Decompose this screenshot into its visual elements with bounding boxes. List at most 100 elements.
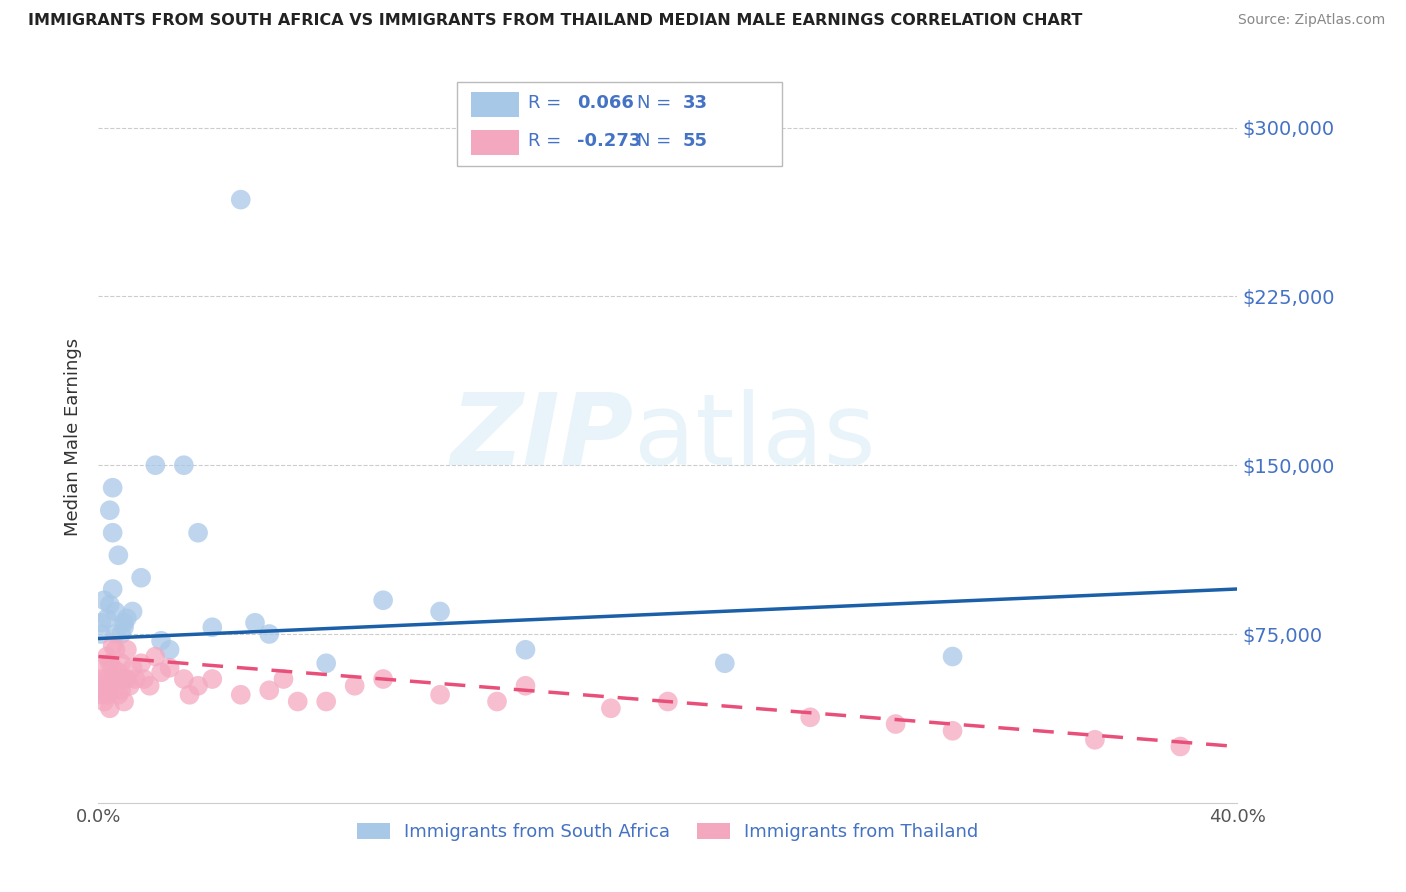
- Point: [98, 503, 121, 517]
- Point: [429, 605, 451, 619]
- Point: [942, 723, 965, 738]
- Point: [90, 688, 112, 702]
- Point: [373, 672, 395, 686]
- Point: [273, 672, 295, 686]
- Point: [942, 649, 965, 664]
- Text: 33: 33: [683, 94, 707, 112]
- Point: [1084, 732, 1107, 747]
- Point: [145, 458, 167, 473]
- Point: [179, 688, 201, 702]
- Point: [90, 679, 112, 693]
- Point: [187, 679, 209, 693]
- Point: [187, 525, 209, 540]
- Point: [101, 638, 124, 652]
- Point: [112, 694, 135, 708]
- Point: [115, 672, 138, 686]
- Point: [101, 683, 124, 698]
- Text: N =: N =: [637, 94, 671, 112]
- Point: [515, 642, 537, 657]
- Point: [107, 688, 129, 702]
- Point: [373, 593, 395, 607]
- Point: [98, 701, 121, 715]
- Point: [101, 481, 124, 495]
- Point: [115, 642, 138, 657]
- Point: [112, 672, 135, 686]
- Point: [96, 672, 118, 686]
- Point: [115, 611, 138, 625]
- Point: [201, 620, 224, 634]
- Point: [129, 571, 152, 585]
- Point: [107, 548, 129, 562]
- Point: [96, 688, 118, 702]
- Point: [150, 665, 173, 680]
- Point: [96, 611, 118, 625]
- Point: [600, 701, 623, 715]
- Point: [287, 694, 309, 708]
- Point: [343, 679, 366, 693]
- Point: [315, 694, 337, 708]
- Point: [93, 593, 115, 607]
- Bar: [471, 92, 519, 118]
- Point: [104, 642, 127, 657]
- Point: [90, 672, 112, 686]
- Point: [129, 657, 152, 671]
- Point: [173, 458, 195, 473]
- Point: [486, 694, 509, 708]
- Text: ZIP: ZIP: [451, 389, 634, 485]
- Text: N =: N =: [637, 132, 671, 150]
- Point: [515, 679, 537, 693]
- Point: [150, 633, 173, 648]
- Text: 55: 55: [683, 132, 707, 150]
- Point: [110, 657, 132, 671]
- Point: [229, 688, 252, 702]
- Point: [124, 672, 146, 686]
- Point: [104, 672, 127, 686]
- Point: [884, 717, 907, 731]
- Point: [93, 683, 115, 698]
- Point: [229, 193, 252, 207]
- Y-axis label: Median Male Earnings: Median Male Earnings: [63, 338, 82, 536]
- Text: R =: R =: [527, 94, 561, 112]
- Point: [112, 615, 135, 630]
- Text: IMMIGRANTS FROM SOUTH AFRICA VS IMMIGRANTS FROM THAILAND MEDIAN MALE EARNINGS CO: IMMIGRANTS FROM SOUTH AFRICA VS IMMIGRAN…: [28, 13, 1083, 29]
- Point: [121, 661, 143, 675]
- Point: [98, 679, 121, 693]
- Point: [110, 683, 132, 698]
- Point: [90, 615, 112, 630]
- Text: 0.066: 0.066: [576, 94, 634, 112]
- Point: [93, 694, 115, 708]
- Point: [96, 649, 118, 664]
- Text: -0.273: -0.273: [576, 132, 641, 150]
- Point: [159, 642, 181, 657]
- Point: [104, 605, 127, 619]
- Point: [145, 649, 167, 664]
- Legend: Immigrants from South Africa, Immigrants from Thailand: Immigrants from South Africa, Immigrants…: [350, 816, 986, 848]
- FancyBboxPatch shape: [457, 82, 782, 167]
- Point: [259, 683, 281, 698]
- Bar: [471, 130, 519, 155]
- Point: [159, 661, 181, 675]
- Point: [799, 710, 821, 724]
- Point: [118, 679, 141, 693]
- Text: atlas: atlas: [634, 389, 876, 485]
- Point: [138, 679, 160, 693]
- Point: [201, 672, 224, 686]
- Point: [110, 627, 132, 641]
- Point: [98, 657, 121, 671]
- Point: [259, 627, 281, 641]
- Point: [173, 672, 195, 686]
- Point: [315, 657, 337, 671]
- Point: [107, 665, 129, 680]
- Point: [243, 615, 266, 630]
- Text: Source: ZipAtlas.com: Source: ZipAtlas.com: [1237, 13, 1385, 28]
- Point: [101, 661, 124, 675]
- Point: [429, 688, 451, 702]
- Point: [657, 694, 679, 708]
- Point: [101, 525, 124, 540]
- Point: [1170, 739, 1192, 754]
- Point: [90, 627, 112, 641]
- Point: [101, 582, 124, 596]
- Point: [132, 672, 155, 686]
- Point: [714, 657, 737, 671]
- Point: [112, 620, 135, 634]
